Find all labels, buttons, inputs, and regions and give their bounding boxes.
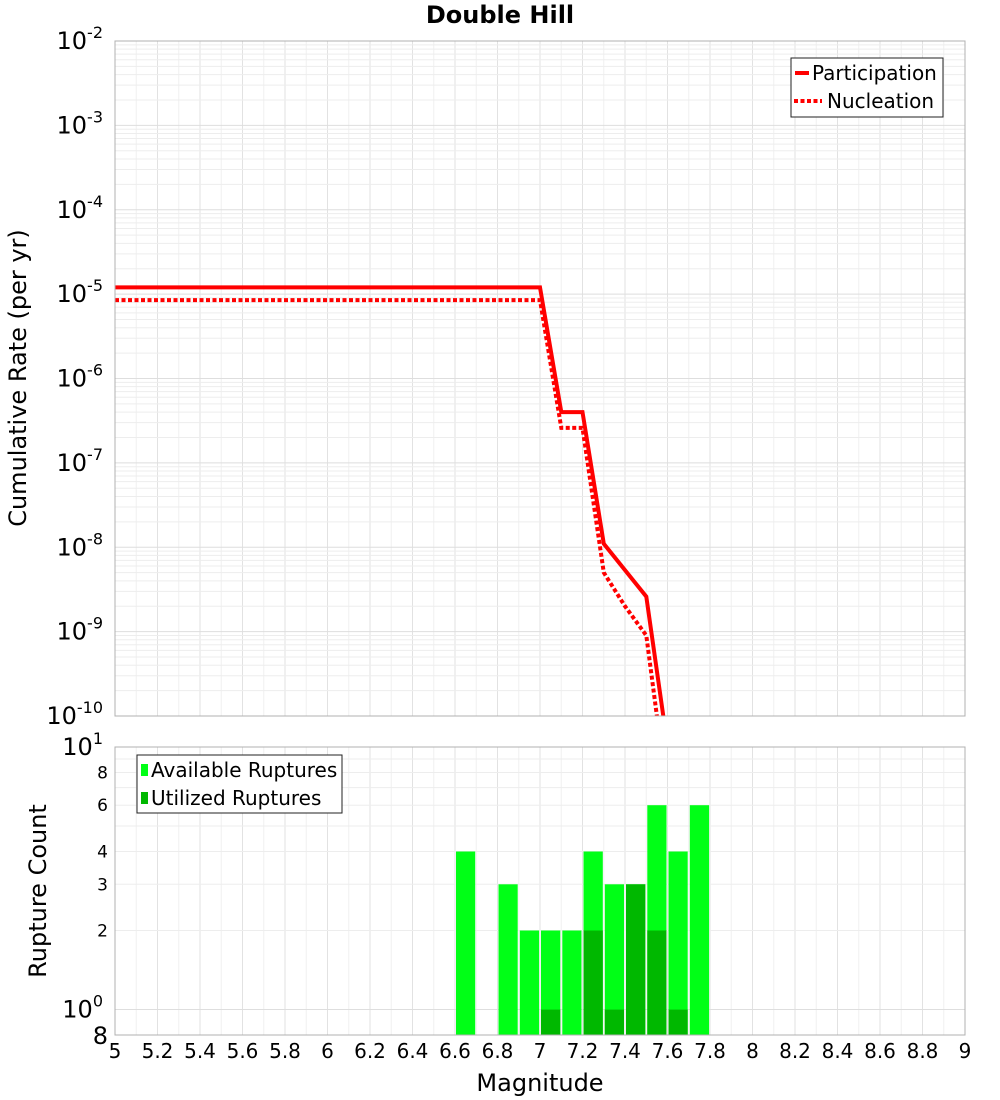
x-tick-label: 8.2 — [779, 1039, 811, 1063]
utilized-ruptures-bar — [583, 930, 603, 1035]
x-tick-label: 5.6 — [227, 1039, 259, 1063]
count-y-tick-label: 8 — [93, 1022, 108, 1050]
x-tick-label: 5 — [109, 1039, 122, 1063]
rate-plot-border — [114, 40, 966, 717]
x-tick-label: 6.6 — [439, 1039, 471, 1063]
available-ruptures-bar — [541, 930, 561, 1035]
utilized-ruptures-bar — [647, 930, 667, 1035]
legend-nucleation-label: Nucleation — [827, 89, 934, 113]
rate-y-tick-label: 10-4 — [57, 192, 104, 224]
available-ruptures-bar — [604, 884, 624, 1035]
x-tick-label: 5.8 — [269, 1039, 301, 1063]
x-axis-title: Magnitude — [476, 1069, 603, 1097]
legend-utilized-label: Utilized Ruptures — [151, 786, 321, 810]
x-tick-label: 9 — [959, 1039, 972, 1063]
rate-plot-grid — [114, 41, 966, 717]
x-tick-label: 6 — [321, 1039, 334, 1063]
legend-participation-label: Participation — [812, 61, 937, 85]
available-ruptures-bar — [562, 930, 582, 1035]
chart-title: Double Hill — [426, 1, 574, 29]
count-y-tick-label: 3 — [97, 875, 108, 895]
legend-utilized-swatch — [141, 792, 148, 804]
available-ruptures-bar — [498, 884, 518, 1035]
rate-y-tick-label: 10-3 — [57, 107, 104, 139]
x-tick-label: 7.8 — [694, 1039, 726, 1063]
rate-plot: 10-2 10-3 10-4 10-5 10-6 10-7 10-8 10-9 10-10 Cu… — [4, 23, 966, 730]
magnitude-x-ticks: 5 5.2 5.4 5.6 5.8 6 6.2 6.4 6.6 6.8 7 7.2 7.4 7.6 7.8 8… — [109, 1039, 972, 1063]
rate-y-tick-label: 10-10 — [46, 698, 103, 730]
legend-available-swatch — [141, 764, 148, 776]
count-legend: Available Ruptures Utilized Ruptures — [136, 754, 343, 814]
rate-y-tick-label: 10-8 — [57, 529, 104, 561]
count-y-decade-label: 101 — [62, 729, 103, 761]
count-plot-bars — [456, 805, 710, 1035]
utilized-ruptures-bar — [626, 884, 646, 1035]
rate-legend-box — [790, 57, 944, 118]
x-tick-label: 5.2 — [142, 1039, 174, 1063]
count-plot-border — [114, 746, 966, 1036]
count-y-decade-label: 100 — [62, 992, 103, 1024]
count-y-axis-title: Rupture Count — [24, 804, 52, 978]
x-tick-label: 7.2 — [567, 1039, 599, 1063]
rate-y-tick-label: 10-2 — [57, 23, 104, 55]
x-tick-label: 8.4 — [822, 1039, 854, 1063]
count-y-tick-label: 4 — [97, 842, 108, 862]
available-ruptures-bar — [689, 805, 710, 1035]
rate-y-tick-label: 10-9 — [57, 614, 104, 646]
x-tick-label: 8.8 — [907, 1039, 939, 1063]
utilized-ruptures-bar — [668, 1009, 688, 1035]
x-tick-label: 8.6 — [864, 1039, 896, 1063]
participation-line — [115, 285, 666, 717]
available-ruptures-bar — [668, 851, 688, 1035]
rate-y-ticks: 10-2 10-3 10-4 10-5 10-6 10-7 10-8 10-9 10-10 — [46, 23, 103, 730]
available-ruptures-bar — [456, 851, 476, 1035]
utilized-ruptures-bar — [541, 1009, 561, 1035]
rate-legend: Participation Nucleation — [790, 57, 944, 118]
count-legend-box — [136, 754, 343, 814]
x-tick-label: 7.6 — [652, 1039, 684, 1063]
x-tick-label: 6.8 — [482, 1039, 514, 1063]
legend-available-label: Available Ruptures — [151, 758, 337, 782]
count-y-tick-label: 2 — [97, 922, 108, 942]
count-y-tick-label: 8 — [97, 763, 108, 783]
rate-y-tick-label: 10-6 — [57, 361, 104, 393]
rate-y-tick-label: 10-7 — [57, 445, 104, 477]
x-tick-label: 8 — [746, 1039, 759, 1063]
count-y-tick-label: 6 — [97, 796, 108, 816]
x-tick-label: 7.4 — [609, 1039, 641, 1063]
rate-y-axis-title: Cumulative Rate (per yr) — [4, 229, 32, 527]
rate-y-tick-label: 10-5 — [57, 276, 104, 308]
x-tick-label: 6.4 — [397, 1039, 429, 1063]
x-tick-label: 7 — [534, 1039, 547, 1063]
x-tick-label: 5.4 — [184, 1039, 216, 1063]
available-ruptures-bar — [519, 930, 540, 1035]
x-tick-label: 6.2 — [354, 1039, 386, 1063]
rate-plot-series — [115, 285, 666, 717]
utilized-ruptures-bar — [604, 1009, 624, 1035]
